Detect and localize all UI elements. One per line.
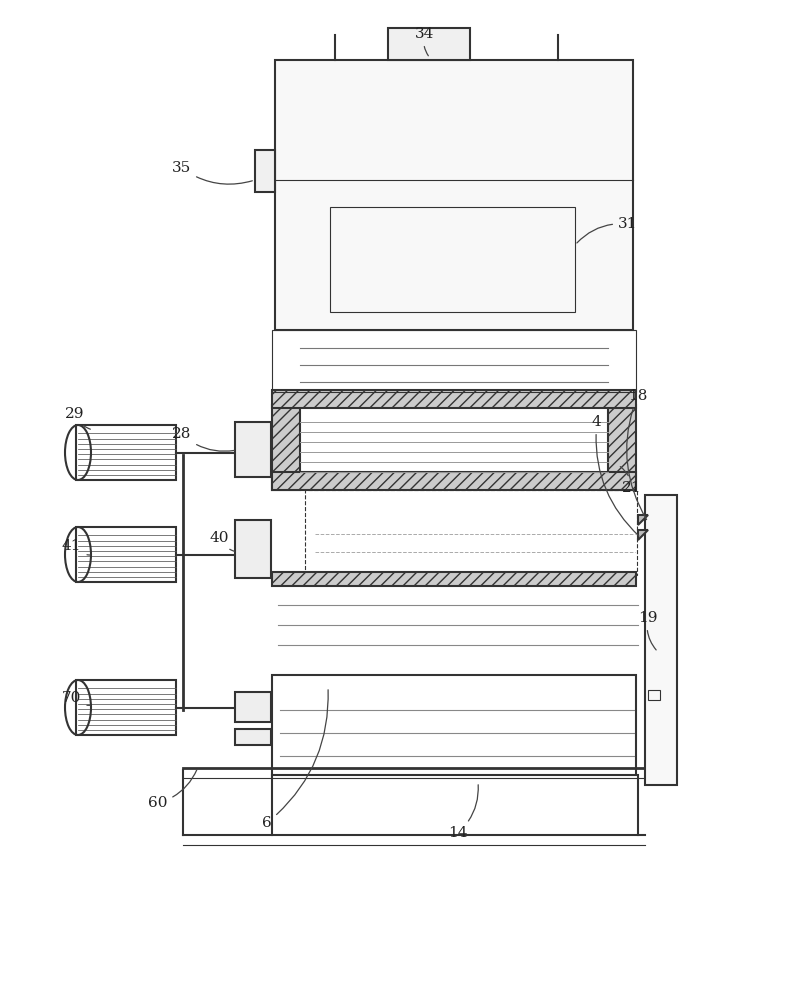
Text: 41: 41 (62, 539, 90, 555)
Text: 4: 4 (592, 415, 639, 536)
Text: 28: 28 (172, 427, 234, 451)
Bar (235, 520, 271, 578)
Bar (76, 680, 176, 735)
Bar (235, 692, 271, 722)
Bar (645, 495, 677, 785)
Bar (388, 28, 470, 60)
Text: 14: 14 (448, 785, 479, 840)
Bar (648, 690, 660, 700)
Bar (272, 675, 636, 775)
Text: 40: 40 (210, 531, 234, 551)
Text: 18: 18 (627, 389, 647, 520)
Bar (330, 207, 575, 312)
Text: 35: 35 (172, 161, 253, 184)
Polygon shape (638, 515, 648, 525)
Text: 19: 19 (638, 611, 658, 650)
Text: 70: 70 (62, 691, 90, 705)
Text: 29: 29 (65, 407, 90, 429)
Bar (272, 472, 636, 490)
Text: 31: 31 (577, 217, 638, 243)
Bar (272, 390, 636, 408)
Bar (608, 405, 636, 490)
Bar (255, 150, 275, 192)
Text: 6: 6 (262, 690, 328, 830)
Bar (272, 572, 636, 586)
Bar (235, 729, 271, 745)
Bar (272, 405, 300, 490)
Text: 21: 21 (621, 467, 642, 495)
Bar (76, 527, 176, 582)
Bar (275, 60, 633, 330)
Bar (305, 490, 637, 575)
Text: 34: 34 (415, 27, 434, 56)
Polygon shape (638, 530, 648, 540)
Text: 60: 60 (148, 770, 197, 810)
Bar (272, 330, 636, 392)
Bar (235, 422, 271, 477)
Bar (76, 425, 176, 480)
